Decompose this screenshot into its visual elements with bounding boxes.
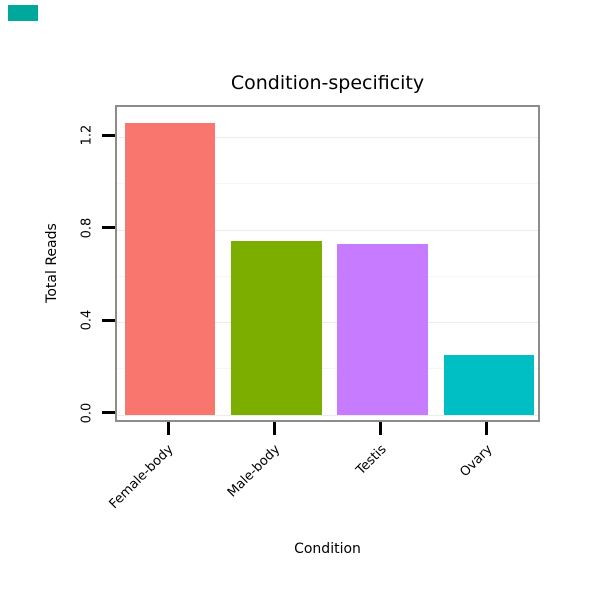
y-tick-label: 0.0 [79, 402, 95, 424]
gridline-major [117, 137, 538, 139]
x-tick-mark [272, 422, 276, 435]
x-tick-label: Male-body [224, 442, 283, 501]
x-tick-label: Female-body [106, 442, 177, 512]
x-tick-label: Testis [353, 442, 390, 479]
gridline-minor [117, 275, 538, 277]
gridline-minor [117, 183, 538, 185]
x-tick-mark [485, 422, 489, 435]
bar-male-body [231, 241, 322, 415]
gridline-major [117, 229, 538, 231]
y-axis-title: Total Reads [44, 223, 60, 303]
y-tick-label: 0.4 [79, 309, 95, 331]
y-tick-mark [102, 133, 115, 137]
x-axis-title: Condition [294, 541, 361, 557]
y-tick-label: 0.8 [79, 217, 95, 238]
x-tick-mark [166, 422, 170, 435]
y-tick-label: 1.2 [79, 124, 95, 146]
bar-testis [337, 243, 428, 415]
y-tick-mark [102, 318, 115, 322]
x-tick-mark [379, 422, 383, 435]
x-tick-label: Ovary [457, 442, 496, 481]
gridline-minor [117, 368, 538, 370]
gridline-major [117, 414, 538, 416]
bar-female-body [124, 123, 216, 415]
corner-artifact [8, 5, 38, 21]
gridline-major [117, 322, 538, 324]
bar-ovary [443, 354, 535, 415]
chart-title: Condition-specificity [230, 72, 425, 94]
y-tick-mark [102, 411, 115, 415]
plot-panel [115, 105, 540, 422]
y-tick-mark [102, 226, 115, 230]
